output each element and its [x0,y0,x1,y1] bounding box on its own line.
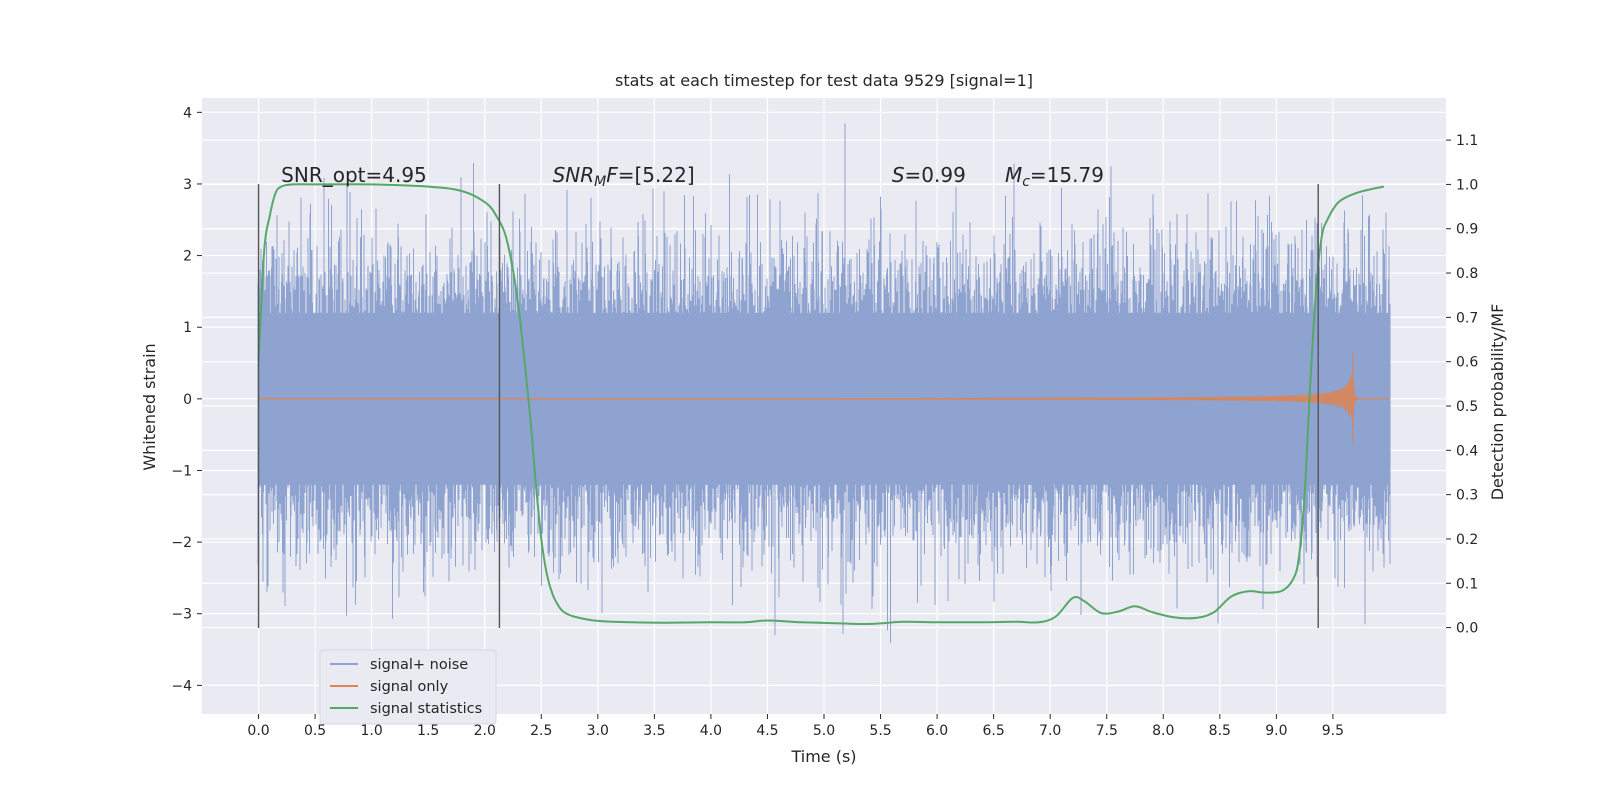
y-right-tick-label: 0.4 [1456,443,1478,459]
y-right-tick-label: 0.8 [1456,266,1478,282]
y-right-axis-ticks: 0.0 0.1 0.2 0.3 0.4 0.5 0.6 0.7 0.8 0.9 1.0 1.1 [1446,133,1478,637]
y-left-axis-ticks: −4 −3 −2 −1 0 1 2 3 4 [171,105,202,694]
x-tick-label: 7.0 [1039,723,1061,739]
x-tick-label: 5.0 [813,723,835,739]
y-left-tick-label: 2 [183,249,192,265]
y-left-tick-label: 1 [183,320,192,336]
legend-label: signal+ noise [370,657,468,673]
snr-mf-annotation: SNRMF=[5.22] [553,163,695,190]
x-tick-label: 9.5 [1322,723,1344,739]
y-left-tick-label: −4 [171,678,192,694]
x-tick-label: 0.0 [247,723,269,739]
x-tick-label: 8.0 [1152,723,1174,739]
x-tick-label: 7.5 [1096,723,1118,739]
y-left-tick-label: 3 [183,177,192,193]
x-tick-label: 0.5 [304,723,326,739]
y-right-tick-label: 0.9 [1456,222,1478,238]
x-tick-label: 6.0 [926,723,948,739]
y-right-tick-label: 1.1 [1456,133,1478,149]
y-right-axis-title: Detection probability/MF [1488,304,1507,501]
y-right-tick-label: 0.0 [1456,621,1478,637]
x-axis-ticks: 0.0 0.5 1.0 1.5 2.0 2.5 3.0 3.5 4.0 4.5 5.0 5.5 6.0 6… [247,714,1344,739]
y-left-tick-label: −1 [171,463,192,479]
y-left-axis-title: Whitened strain [140,343,159,470]
x-tick-label: 8.5 [1209,723,1231,739]
x-tick-label: 3.5 [643,723,665,739]
series-signal-statistics [257,183,1385,626]
y-left-tick-label: 4 [183,105,192,121]
x-tick-label: 9.0 [1265,723,1287,739]
legend: signal+ noise signal only signal statistic… [319,649,497,725]
x-tick-label: 4.0 [700,723,722,739]
y-left-tick-label: 0 [183,392,192,408]
y-right-tick-label: 0.5 [1456,399,1478,415]
x-tick-label: 5.5 [869,723,891,739]
y-right-tick-label: 0.1 [1456,576,1478,592]
y-right-tick-label: 1.0 [1456,177,1478,193]
snr-opt-annotation: SNR_opt=4.95 [281,163,427,187]
x-axis-title: Time (s) [790,747,856,766]
x-tick-label: 2.5 [530,723,552,739]
mc-annotation: Mc=15.79 [1005,163,1104,190]
y-left-tick-label: −3 [171,607,192,623]
legend-box [319,649,497,725]
y-right-tick-label: 0.6 [1456,355,1478,371]
statistics-line [257,183,1385,626]
x-tick-label: 1.0 [361,723,383,739]
series-signal-only [257,352,1390,445]
y-left-tick-label: −2 [171,535,192,551]
y-right-tick-label: 0.7 [1456,310,1478,326]
s-annotation: S=0.99 [892,163,966,187]
event-markers [257,183,1319,629]
y-right-tick-label: 0.3 [1456,488,1478,504]
legend-label: signal statistics [370,701,482,717]
x-tick-label: 4.5 [756,723,778,739]
x-tick-label: 3.0 [587,723,609,739]
annotations: SNR_opt=4.95 SNRMF=[5.22] S=0.99 Mc=15.79 [281,163,1104,190]
x-tick-label: 6.5 [983,723,1005,739]
x-tick-label: 2.0 [474,723,496,739]
legend-label: signal only [370,679,449,695]
chart-title: stats at each timestep for test data 952… [615,71,1033,90]
x-tick-label: 1.5 [417,723,439,739]
y-right-tick-label: 0.2 [1456,532,1478,548]
